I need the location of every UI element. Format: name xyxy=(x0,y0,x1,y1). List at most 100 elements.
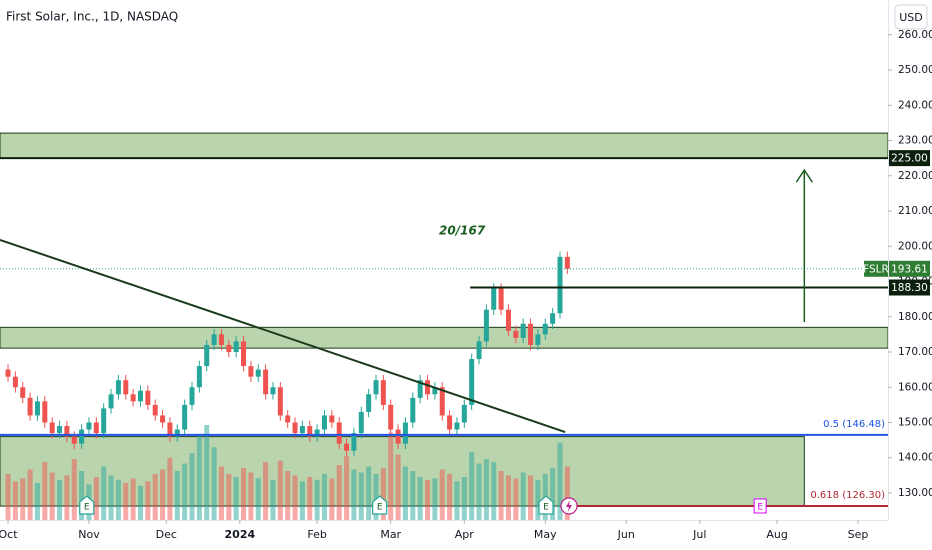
price-line-label: 188.30 xyxy=(891,282,928,294)
volume-bar xyxy=(498,471,504,520)
volume-bar xyxy=(277,460,283,520)
candle-body xyxy=(123,380,129,395)
volume-bar xyxy=(263,462,269,520)
y-tick-label: 140.00 xyxy=(898,452,932,464)
y-tick-label: 170.00 xyxy=(898,346,932,358)
volume-bar xyxy=(241,468,247,520)
x-tick-label: Dec xyxy=(156,528,177,541)
candle-body xyxy=(285,415,291,423)
volume-bar xyxy=(461,476,467,520)
volume-bar xyxy=(211,447,217,520)
last-price-label-box xyxy=(889,260,930,277)
volume-bar xyxy=(344,456,350,520)
candle-body xyxy=(49,422,55,434)
candle-body xyxy=(211,334,217,345)
candle-body xyxy=(336,422,342,444)
volume-bar xyxy=(204,425,210,520)
candles xyxy=(5,251,570,456)
volume-bar xyxy=(351,469,357,520)
volume-bar xyxy=(513,478,519,520)
candle-body xyxy=(388,404,394,430)
candle-body xyxy=(42,401,48,423)
volume-bar xyxy=(476,463,482,520)
volume-bar xyxy=(321,473,327,520)
candle-body xyxy=(373,380,379,395)
candle-body xyxy=(71,436,77,444)
x-tick-label: Aug xyxy=(766,528,787,541)
x-tick-label: Jul xyxy=(692,528,706,541)
volume-bar xyxy=(483,459,489,520)
y-tick-label: 250.00 xyxy=(898,64,932,76)
x-tick-label: Oct xyxy=(0,528,18,541)
currency-label[interactable]: USD xyxy=(899,11,923,24)
candle-body xyxy=(380,380,386,405)
candle-body xyxy=(64,426,70,437)
candle-body xyxy=(93,422,99,434)
arrow-head xyxy=(795,168,813,183)
volume-bar xyxy=(439,469,445,520)
candle-body xyxy=(469,359,475,405)
candle-body xyxy=(160,415,166,423)
zone xyxy=(0,326,889,349)
volume-bar xyxy=(248,472,254,520)
volume-bar xyxy=(174,471,180,520)
volume-bar xyxy=(123,482,129,520)
price-line-label-box xyxy=(889,279,930,296)
volume-bar xyxy=(329,478,335,520)
volume-bar xyxy=(108,475,114,520)
dividend-icon xyxy=(560,497,578,515)
candle-body xyxy=(402,422,408,444)
volume-bar xyxy=(233,476,239,520)
candle-body xyxy=(174,429,180,437)
symbol-label: FSLR xyxy=(863,263,889,275)
zone xyxy=(0,132,889,159)
y-tick-label: 160.00 xyxy=(898,381,932,393)
volume-bar xyxy=(12,481,18,520)
candle-body xyxy=(550,313,556,324)
candle-body xyxy=(520,323,526,338)
candle-body xyxy=(218,334,224,345)
candle-body xyxy=(454,422,460,430)
x-tick-label: Jun xyxy=(617,528,635,541)
annotation: 20/167 xyxy=(439,224,486,238)
candle-body xyxy=(182,404,188,430)
volume-bar xyxy=(292,475,298,520)
drawings: 0.5 (146.48) 0.618 (126.30) 20/167 E E E E xyxy=(0,157,888,515)
candle-body xyxy=(476,341,482,360)
candle-body xyxy=(277,387,283,416)
volume-bar xyxy=(388,432,394,520)
candle-body xyxy=(248,366,254,377)
candle-body xyxy=(351,433,357,451)
x-tick-label: Mar xyxy=(380,528,401,541)
currency-button[interactable] xyxy=(894,4,928,30)
volume-bar xyxy=(182,463,188,520)
candle-body xyxy=(101,408,107,434)
x-tick-label: Apr xyxy=(455,528,475,541)
volume-bar xyxy=(380,468,386,520)
candle-body xyxy=(34,401,40,416)
volume-bar xyxy=(189,453,195,520)
fib-label: 0.618 (126.30) xyxy=(810,490,885,501)
event-label: E xyxy=(757,503,763,513)
volume-bar xyxy=(130,478,136,520)
y-tick-label: 230.00 xyxy=(898,135,932,147)
trendline xyxy=(0,238,566,433)
event-marker xyxy=(538,495,554,515)
candle-body xyxy=(241,341,247,367)
volume-bar xyxy=(196,433,202,520)
candle-body xyxy=(542,323,548,335)
candle-body xyxy=(204,344,210,367)
volume-bar xyxy=(79,471,85,520)
candle-body xyxy=(167,422,173,437)
volume-bar xyxy=(299,481,305,520)
candle-body xyxy=(439,387,445,416)
candle-body xyxy=(145,390,151,405)
volume-bar xyxy=(270,479,276,520)
volume-bar xyxy=(145,481,151,520)
volume-bar xyxy=(5,473,11,520)
y-tick-label: 240.00 xyxy=(898,99,932,111)
volume-bar xyxy=(358,472,364,520)
candle-body xyxy=(189,387,195,405)
y-tick-label: 200.00 xyxy=(898,240,932,252)
